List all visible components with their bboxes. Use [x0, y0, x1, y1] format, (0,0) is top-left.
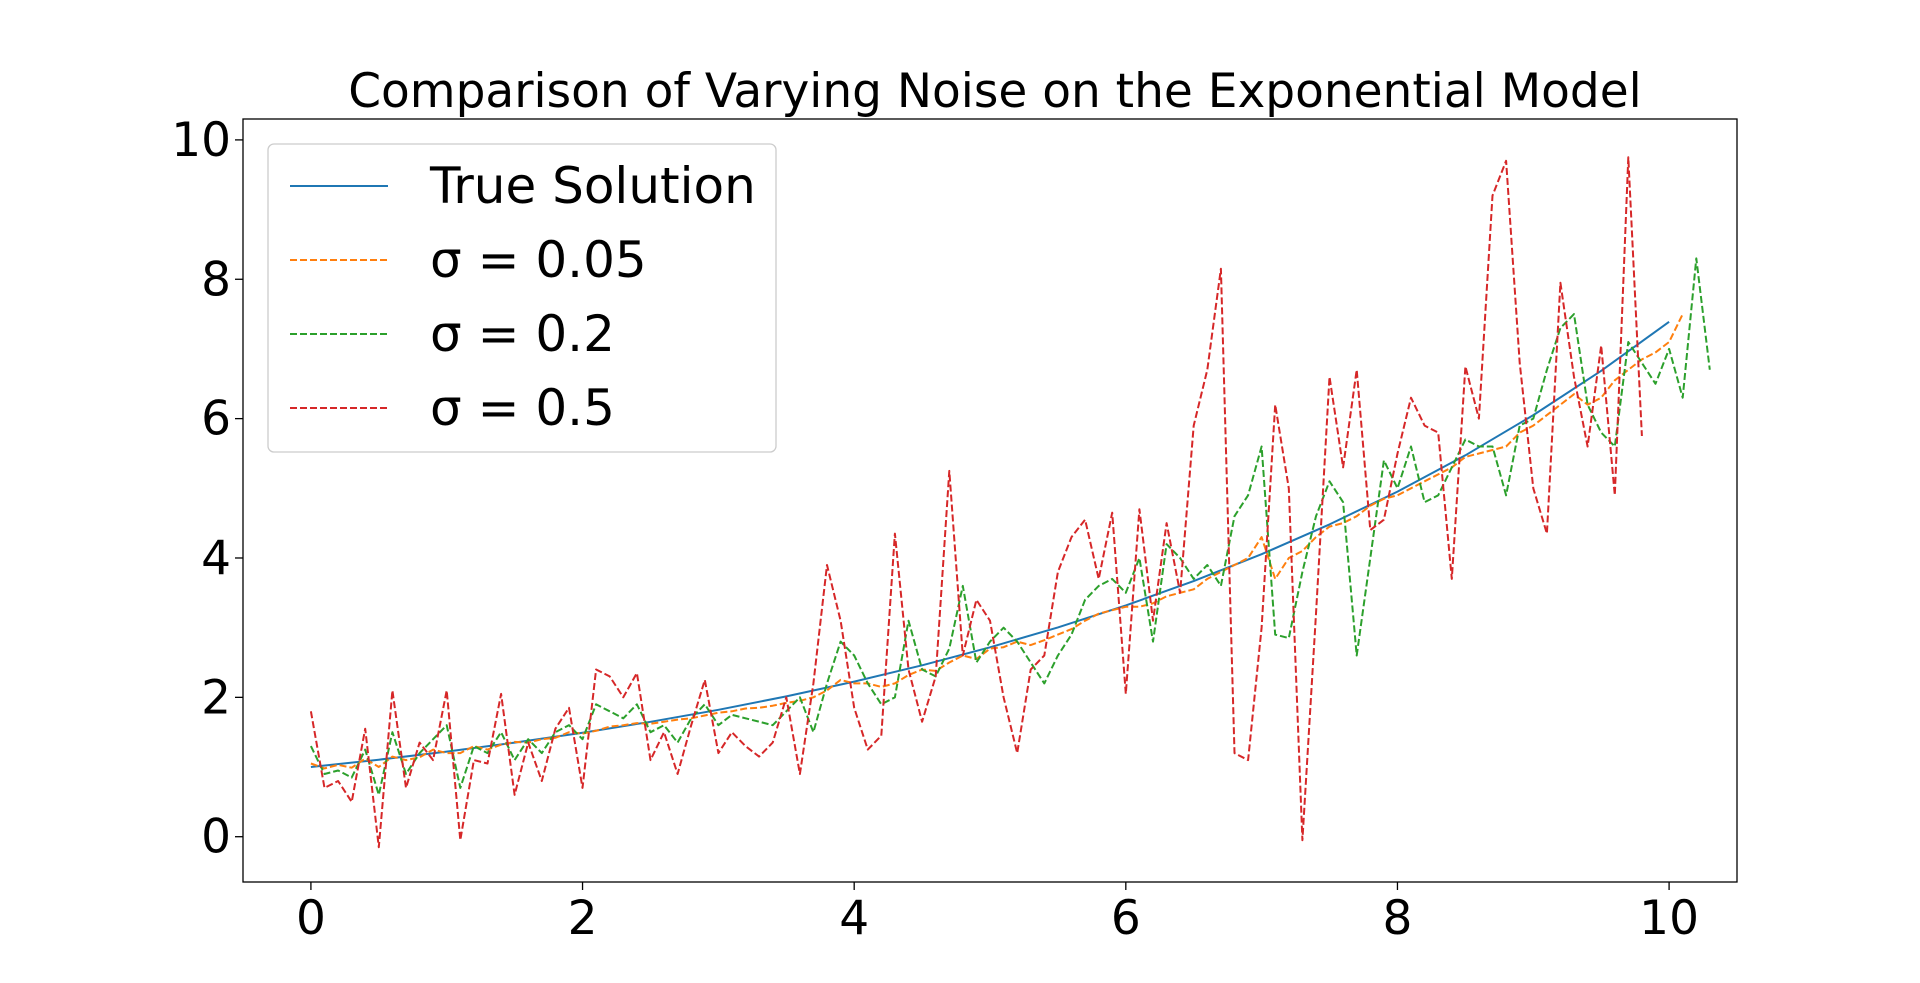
legend-label-3: σ = 0.5 [430, 379, 615, 437]
x-tick-label: 0 [296, 891, 326, 946]
x-tick-label: 8 [1383, 891, 1413, 946]
y-tick-label: 6 [201, 392, 231, 447]
legend-label-2: σ = 0.2 [430, 305, 615, 363]
y-tick-label: 2 [201, 670, 231, 725]
legend-label-1: σ = 0.05 [430, 231, 647, 289]
y-tick-label: 4 [201, 531, 231, 586]
plot-frame [242, 118, 1738, 883]
chart-title: Comparison of Varying Noise on the Expon… [348, 64, 1642, 119]
series-line-1 [310, 313, 1684, 770]
x-tick-label: 4 [839, 891, 869, 946]
series-layer [309, 156, 1711, 849]
y-tick-label: 8 [201, 252, 231, 307]
x-tick-label: 6 [1111, 891, 1141, 946]
y-tick-label: 10 [171, 113, 231, 168]
axis-ticks: 0 2 4 6 8 10 0 2 4 6 8 10 [171, 113, 1699, 946]
series-line-2 [310, 257, 1711, 796]
series-line-0 [310, 320, 1670, 768]
x-tick-label: 2 [568, 891, 598, 946]
legend-label-0: True Solution [429, 157, 756, 215]
y-tick-label: 0 [201, 810, 231, 865]
x-tick-label: 10 [1639, 891, 1699, 946]
legend-box [267, 143, 777, 453]
series-line-3 [309, 156, 1643, 849]
legend: True Solution σ = 0.05 σ = 0.2 σ = 0.5 [267, 143, 777, 453]
